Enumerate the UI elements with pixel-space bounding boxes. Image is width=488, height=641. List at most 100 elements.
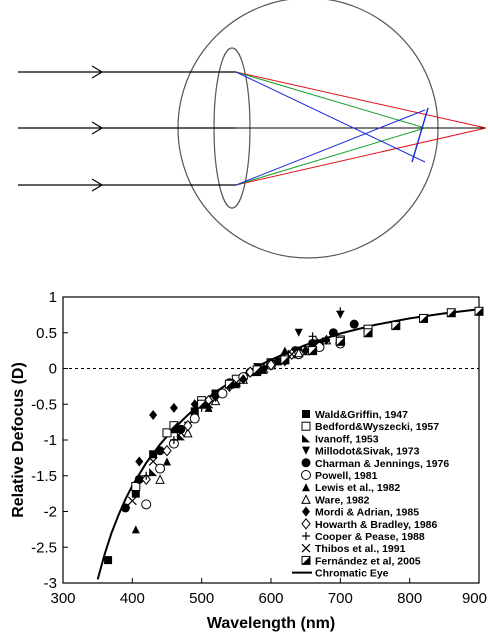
legend-marker-fill [302, 556, 310, 565]
data-point-fill [391, 321, 400, 330]
data-point-fill [225, 380, 234, 389]
retina-plane [411, 107, 429, 163]
y-tick-label: 1 [49, 289, 57, 306]
data-point [301, 345, 310, 356]
data-point-fill [197, 400, 206, 409]
legend-item: Lewis et al., 1982 [302, 482, 400, 494]
eye-diagram [18, 0, 487, 259]
legend-label: Millodot&Sivak, 1973 [315, 446, 420, 458]
data-point [182, 427, 193, 438]
data-point [446, 308, 456, 318]
x-axis-label: Wavelength (nm) [207, 615, 335, 632]
ray-arrow-top [91, 65, 104, 79]
data-point [148, 457, 158, 466]
data-point [162, 428, 172, 438]
y-tick-label: 0.5 [36, 325, 57, 342]
data-point-fill [169, 421, 178, 430]
red-ray-top [235, 71, 487, 129]
legend-marker [302, 532, 310, 540]
legend-label: Powell, 1981 [315, 470, 378, 482]
data-point [104, 556, 113, 565]
data-point [134, 474, 144, 484]
blue-ray-bottom [235, 109, 426, 186]
data-point [197, 399, 207, 409]
data-point [163, 457, 171, 466]
legend-label: Ware, 1982 [315, 494, 370, 506]
series-fern-ndez-et-al-2005 [169, 306, 484, 431]
data-point [266, 359, 276, 371]
data-point-fill [447, 308, 456, 317]
data-point [120, 503, 130, 513]
data-point [273, 357, 282, 366]
x-tick-label: 300 [50, 590, 75, 607]
x-tick-label: 700 [328, 590, 353, 607]
data-point [335, 336, 345, 346]
legend-label: Chromatic Eye [315, 568, 389, 580]
data-point [135, 456, 144, 467]
data-point [419, 313, 429, 323]
data-point-fill [475, 307, 483, 316]
y-tick-label: -1.5 [31, 468, 57, 485]
data-point [252, 365, 262, 375]
data-point [149, 409, 158, 420]
data-point [363, 328, 373, 338]
data-point [391, 321, 401, 331]
data-point-fill [364, 328, 373, 337]
data-point [155, 474, 165, 484]
data-point [336, 307, 345, 316]
legend-marker [302, 446, 310, 455]
data-point [204, 403, 213, 412]
legend-marker [302, 506, 310, 517]
ray-arrow-bottom [91, 178, 104, 192]
y-tick-label: 0 [49, 361, 57, 378]
y-axis-ticks: 1 0.5 0 -0.5 -1 -1.5 -2 -2.5 -3 [31, 289, 68, 592]
data-point [131, 481, 141, 491]
data-point [149, 450, 158, 459]
legend-marker [301, 458, 311, 468]
data-point [322, 334, 331, 345]
data-point-fill [280, 355, 289, 364]
data-point [190, 399, 199, 410]
data-point [149, 468, 158, 477]
x-tick-label: 400 [120, 590, 145, 607]
data-point [141, 499, 152, 510]
data-point [294, 328, 303, 337]
red-ray-bottom [235, 127, 487, 186]
legend-item: Howarth & Bradley, 1986 [301, 517, 438, 531]
data-point [131, 525, 140, 534]
legend-marker [301, 517, 311, 530]
legend-item: Thibos et al., 1991 [301, 543, 406, 555]
green-ray-bottom [235, 127, 426, 186]
data-point [232, 380, 241, 389]
data-point [203, 394, 214, 407]
data-point [308, 332, 317, 341]
legend-label: Howarth & Bradley, 1986 [315, 519, 438, 531]
legend-marker [301, 421, 311, 431]
y-tick-label: -3 [44, 575, 57, 592]
data-point [155, 446, 165, 456]
blue-ray-top [235, 71, 426, 163]
ray-arrow-middle [91, 121, 104, 135]
legend-item: Bedford&Wyszecki, 1957 [301, 421, 439, 433]
data-point [155, 463, 166, 474]
legend-marker [301, 543, 311, 553]
legend-label: Bedford&Wyszecki, 1957 [315, 421, 439, 433]
legend-item: Mordi & Adrian, 1985 [302, 507, 419, 519]
legend-item: Ware, 1982 [301, 494, 370, 506]
legend-marker [301, 470, 311, 480]
data-point-fill [336, 337, 345, 346]
legend-item: Wald&Griffin, 1947 [302, 409, 408, 421]
series-howarth-bradley-1986 [141, 348, 297, 486]
legend-item: Ivanoff, 1953 [302, 433, 379, 445]
y-tick-label: -2.5 [31, 539, 57, 556]
y-tick-label: -0.5 [31, 396, 57, 413]
legend-marker [302, 410, 310, 418]
legend-marker [301, 494, 311, 504]
data-point [131, 489, 140, 498]
y-tick-label: -2 [44, 504, 57, 521]
x-tick-label: 900 [462, 590, 487, 607]
data-point [211, 392, 220, 403]
data-point [349, 319, 359, 329]
legend-item: Powell, 1981 [301, 470, 378, 482]
